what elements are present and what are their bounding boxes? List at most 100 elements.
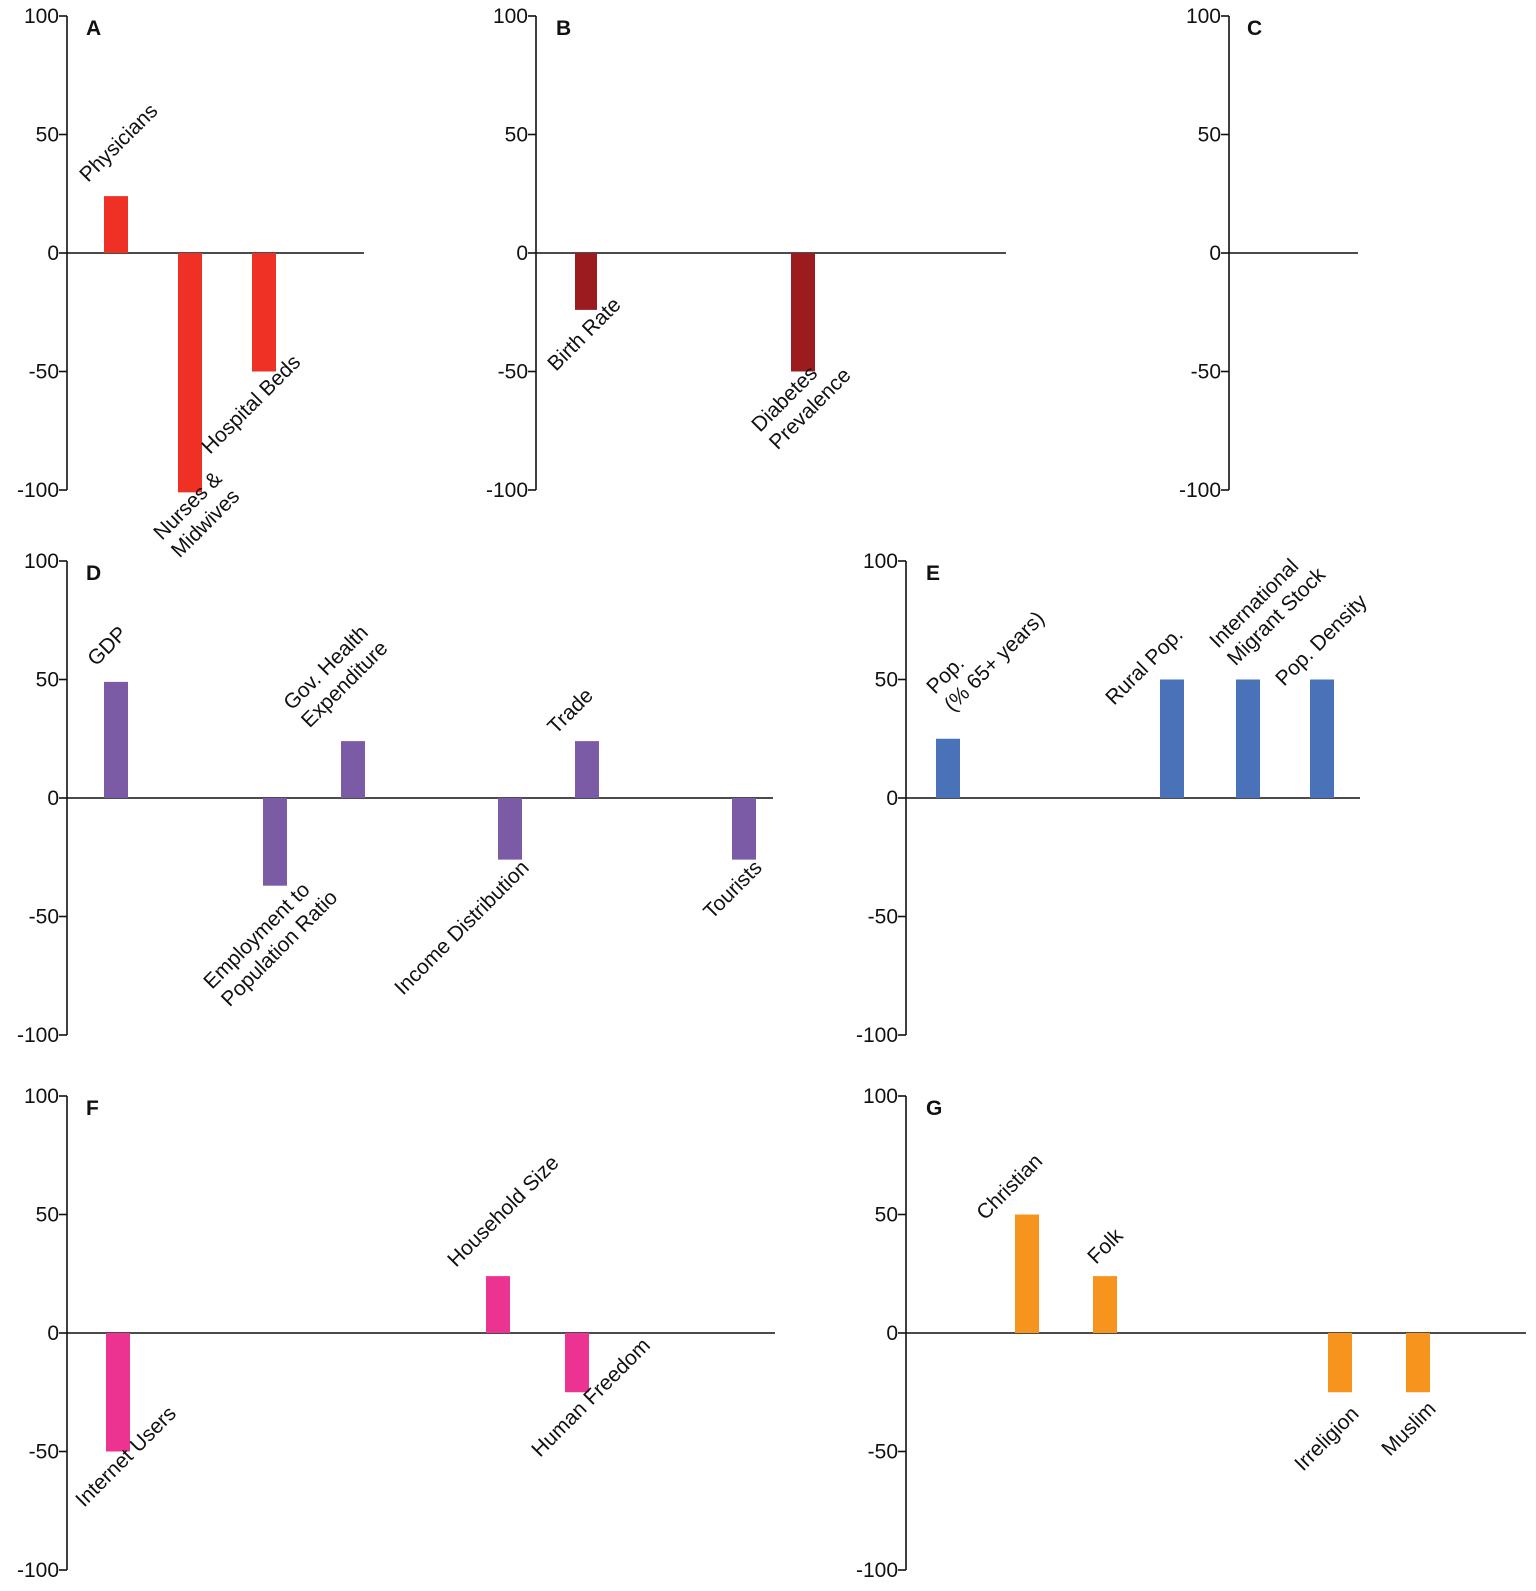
bar bbox=[1310, 679, 1334, 798]
y-tick-label: -50 bbox=[498, 361, 528, 384]
y-tick-label: 0 bbox=[47, 1322, 59, 1345]
bar-label-line: Tourists bbox=[699, 856, 766, 923]
bar-label-line: Trade bbox=[543, 684, 598, 739]
y-tick-label: 0 bbox=[886, 787, 898, 810]
panel-d: 100 50 0 -50 -100 D GDP Employment toPopulation… bbox=[17, 550, 773, 1047]
y-tick-label: -100 bbox=[856, 1024, 898, 1047]
bar bbox=[1015, 1214, 1039, 1333]
y-tick-label: -100 bbox=[856, 1559, 898, 1582]
bar-label: Physicians bbox=[75, 99, 162, 186]
panel-letter: A bbox=[86, 17, 101, 40]
bar bbox=[104, 196, 128, 253]
y-tick-label: 100 bbox=[863, 550, 898, 573]
y-tick-label: 100 bbox=[493, 5, 528, 28]
y-tick-label: 50 bbox=[875, 669, 898, 692]
bar-label-line: Income Distribution bbox=[390, 856, 533, 999]
bar-label: Trade bbox=[543, 684, 598, 739]
y-tick-label: 0 bbox=[47, 787, 59, 810]
y-tick-label: -50 bbox=[868, 906, 898, 929]
bar bbox=[341, 741, 365, 798]
bar-label: Muslim bbox=[1377, 1397, 1440, 1460]
bar bbox=[106, 1333, 130, 1452]
bar bbox=[1328, 1333, 1352, 1393]
bar-label: Gov. HealthExpenditure bbox=[279, 619, 392, 732]
bar-label: Household Size bbox=[443, 1151, 563, 1271]
y-tick-label: 0 bbox=[516, 242, 528, 265]
y-tick-label: 50 bbox=[36, 124, 59, 147]
bar-label: Nurses &Midwives bbox=[149, 467, 244, 562]
bar-label: Pop.(% 65+ years) bbox=[922, 589, 1049, 716]
bar-label-line: Physicians bbox=[75, 99, 162, 186]
y-tick-label: 100 bbox=[863, 1085, 898, 1108]
bar bbox=[498, 798, 522, 860]
panel-letter: D bbox=[86, 562, 101, 585]
bar bbox=[1406, 1333, 1430, 1393]
y-tick-label: 50 bbox=[36, 669, 59, 692]
bar-label: Tourists bbox=[699, 856, 766, 923]
y-tick-label: 100 bbox=[24, 5, 59, 28]
y-tick-label: 50 bbox=[505, 124, 528, 147]
panel-a: 100 50 0 -50 -100 A Physicians Nurses &Midwives… bbox=[17, 5, 364, 562]
bar-label-line: Folk bbox=[1083, 1224, 1128, 1269]
bar-label: Employment toPopulation Ratio bbox=[199, 868, 342, 1011]
panel-letter: C bbox=[1247, 17, 1262, 40]
y-tick-label: -50 bbox=[1191, 361, 1221, 384]
y-tick-label: -50 bbox=[29, 361, 59, 384]
bar bbox=[732, 798, 756, 860]
bar-label-line: Household Size bbox=[443, 1151, 563, 1271]
bar-label: Irreligion bbox=[1290, 1402, 1363, 1475]
bar-label-line: Hospital Beds bbox=[197, 351, 305, 459]
bar bbox=[565, 1333, 589, 1393]
y-tick-label: -100 bbox=[17, 1559, 59, 1582]
y-tick-label: -50 bbox=[29, 1441, 59, 1464]
panel-letter: B bbox=[556, 17, 571, 40]
bar-label: Human Freedom bbox=[527, 1334, 655, 1462]
bar bbox=[104, 681, 128, 798]
bar-label-line: Muslim bbox=[1377, 1397, 1440, 1460]
y-tick-label: 100 bbox=[1186, 5, 1221, 28]
bar-label: GDP bbox=[83, 622, 131, 670]
bar bbox=[936, 738, 960, 798]
bar-label: Christian bbox=[972, 1150, 1047, 1225]
panel-letter: F bbox=[86, 1097, 99, 1120]
bar bbox=[178, 253, 202, 493]
panel-letter: E bbox=[926, 562, 940, 585]
panel-g: 100 50 0 -50 -100 G Christian Folk Irreligion Mus… bbox=[856, 1085, 1526, 1582]
y-tick-label: -50 bbox=[29, 906, 59, 929]
bar-label: Income Distribution bbox=[390, 856, 533, 999]
y-tick-label: 0 bbox=[1209, 242, 1221, 265]
y-tick-label: 100 bbox=[24, 1085, 59, 1108]
y-tick-label: -100 bbox=[486, 479, 528, 502]
y-tick-label: 50 bbox=[1198, 124, 1221, 147]
bar-label-line: GDP bbox=[83, 622, 131, 670]
bar bbox=[791, 253, 815, 372]
y-tick-label: -100 bbox=[1179, 479, 1221, 502]
bar bbox=[1236, 679, 1260, 798]
bar bbox=[263, 798, 287, 886]
y-tick-label: 100 bbox=[24, 550, 59, 573]
bar bbox=[575, 741, 599, 798]
bar bbox=[486, 1276, 510, 1333]
bar-label: Folk bbox=[1083, 1224, 1128, 1269]
y-tick-label: 0 bbox=[47, 242, 59, 265]
y-tick-label: -100 bbox=[17, 479, 59, 502]
bar-label-line: Human Freedom bbox=[527, 1334, 655, 1462]
bar-label-line: Irreligion bbox=[1290, 1402, 1363, 1475]
y-tick-label: -100 bbox=[17, 1024, 59, 1047]
y-tick-label: -50 bbox=[868, 1441, 898, 1464]
bar-label-line: Christian bbox=[972, 1150, 1047, 1225]
y-tick-label: 50 bbox=[36, 1204, 59, 1227]
bar bbox=[575, 253, 597, 310]
y-tick-label: 0 bbox=[886, 1322, 898, 1345]
bar bbox=[1093, 1276, 1117, 1333]
panel-letter: G bbox=[926, 1097, 942, 1120]
bar bbox=[252, 253, 276, 372]
bar bbox=[1160, 679, 1184, 798]
y-tick-label: 50 bbox=[875, 1204, 898, 1227]
bar-label: Hospital Beds bbox=[197, 351, 305, 459]
panel-c: 100 50 0 -50 -100 C bbox=[1179, 5, 1358, 502]
